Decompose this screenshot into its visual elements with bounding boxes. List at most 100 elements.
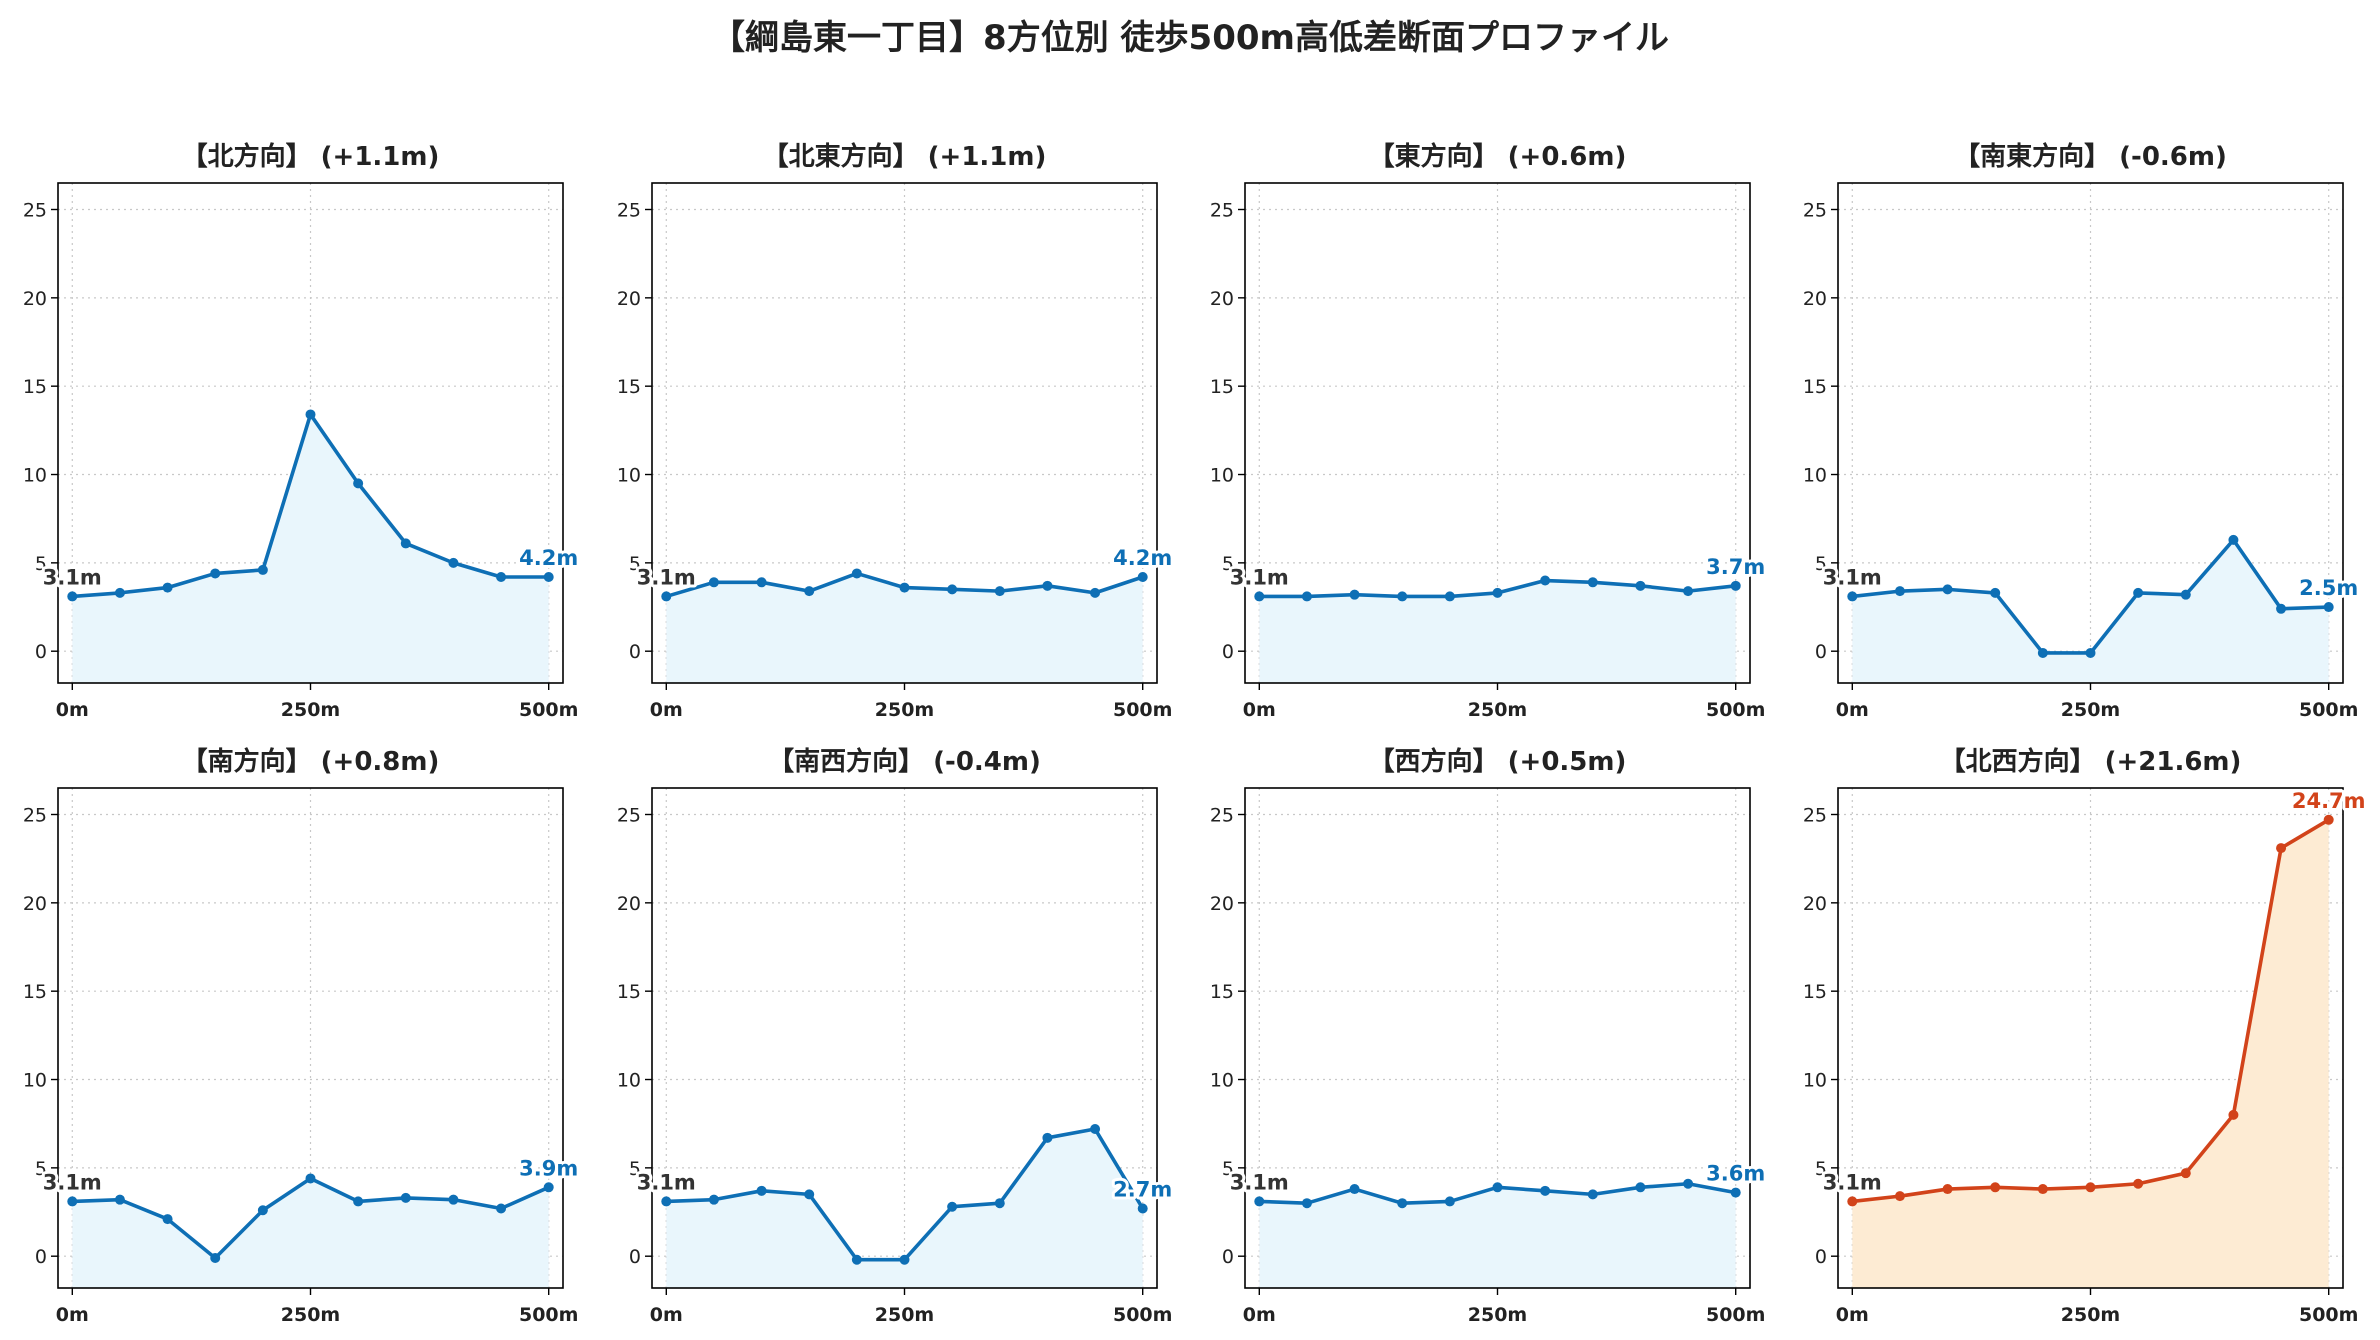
start-value-label: 3.1m xyxy=(1823,565,1882,589)
data-point xyxy=(305,409,316,420)
data-point xyxy=(2133,1178,2144,1189)
y-tick-label: 25 xyxy=(1210,805,1234,827)
y-tick-label: 15 xyxy=(1803,981,1827,1003)
area-fill xyxy=(666,1128,1143,1288)
start-value-label: 3.1m xyxy=(637,565,696,589)
y-tick-label: 10 xyxy=(1210,465,1234,487)
y-tick-label: 25 xyxy=(617,805,641,827)
y-tick-label: 20 xyxy=(1210,288,1234,310)
data-point xyxy=(162,1214,173,1225)
y-tick-label: 15 xyxy=(617,376,641,398)
data-point xyxy=(1444,591,1455,602)
data-point xyxy=(543,1182,554,1193)
data-point xyxy=(543,571,554,582)
data-point xyxy=(2323,814,2334,825)
x-tick-label: 500m xyxy=(519,699,578,721)
data-point xyxy=(1847,1196,1858,1207)
data-point xyxy=(1635,580,1646,591)
data-point xyxy=(1254,591,1265,602)
end-value-label: 4.2m xyxy=(519,546,578,570)
data-point xyxy=(67,1196,78,1207)
data-point xyxy=(1254,1196,1265,1207)
data-point xyxy=(1349,1184,1360,1195)
y-tick-label: 25 xyxy=(23,805,47,827)
y-tick-label: 20 xyxy=(1803,288,1827,310)
data-point xyxy=(1137,1203,1148,1214)
area-fill xyxy=(1852,819,2329,1288)
y-tick-label: 10 xyxy=(617,465,641,487)
end-value-label: 3.9m xyxy=(519,1156,578,1180)
y-tick-label: 5 xyxy=(1815,1158,1827,1180)
area-fill xyxy=(1259,580,1736,683)
data-point xyxy=(67,591,78,602)
x-tick-label: 0m xyxy=(1836,1304,1869,1326)
data-point xyxy=(114,1194,125,1205)
data-point xyxy=(661,1196,672,1207)
data-point xyxy=(353,478,364,489)
y-tick-label: 0 xyxy=(1222,641,1234,663)
y-tick-label: 5 xyxy=(629,553,641,575)
data-point xyxy=(1587,1189,1598,1200)
y-tick-label: 25 xyxy=(23,200,47,222)
data-point xyxy=(1990,587,2001,598)
data-point xyxy=(400,538,411,549)
data-point xyxy=(1301,591,1312,602)
y-tick-label: 20 xyxy=(617,893,641,915)
y-tick-label: 20 xyxy=(617,288,641,310)
panel-title: 【南西方向】 (-0.4m) xyxy=(768,746,1041,777)
chart-main-title: 【綱島東一丁目】8方位別 徒歩500m高低差断面プロファイル xyxy=(711,18,1669,58)
start-value-label: 3.1m xyxy=(1823,1170,1882,1194)
x-tick-label: 250m xyxy=(875,1304,934,1326)
data-point xyxy=(1635,1182,1646,1193)
y-tick-label: 5 xyxy=(1815,553,1827,575)
data-point xyxy=(994,586,1005,597)
data-point xyxy=(210,1252,221,1263)
data-point xyxy=(448,1194,459,1205)
x-tick-label: 500m xyxy=(2299,699,2358,721)
y-tick-label: 0 xyxy=(35,1246,47,1268)
end-value-label: 24.7m xyxy=(2292,789,2366,813)
area-fill xyxy=(72,1178,549,1288)
data-point xyxy=(1730,580,1741,591)
start-value-label: 3.1m xyxy=(43,565,102,589)
x-tick-label: 500m xyxy=(1706,699,1765,721)
data-point xyxy=(2037,647,2048,658)
x-tick-label: 0m xyxy=(1243,1304,1276,1326)
data-point xyxy=(1492,587,1503,598)
data-point xyxy=(804,1189,815,1200)
data-point xyxy=(947,1201,958,1212)
x-tick-label: 250m xyxy=(875,699,934,721)
y-tick-label: 15 xyxy=(23,981,47,1003)
data-point xyxy=(851,1254,862,1265)
y-tick-label: 20 xyxy=(1210,893,1234,915)
y-tick-label: 25 xyxy=(617,200,641,222)
data-point xyxy=(1444,1196,1455,1207)
x-tick-label: 0m xyxy=(650,699,683,721)
panel-title: 【南方向】 (+0.8m) xyxy=(182,746,440,777)
area-fill xyxy=(1852,539,2329,683)
data-point xyxy=(305,1173,316,1184)
start-value-label: 3.1m xyxy=(637,1170,696,1194)
data-point xyxy=(708,1194,719,1205)
x-tick-label: 250m xyxy=(1468,699,1527,721)
data-point xyxy=(2228,534,2239,545)
data-point xyxy=(1090,1123,1101,1134)
data-point xyxy=(2180,1168,2191,1179)
data-point xyxy=(1301,1198,1312,1209)
end-value-label: 2.5m xyxy=(2299,576,2358,600)
data-point xyxy=(400,1192,411,1203)
x-tick-label: 250m xyxy=(2061,699,2120,721)
x-tick-label: 500m xyxy=(2299,1304,2358,1326)
y-tick-label: 10 xyxy=(617,1070,641,1092)
y-tick-label: 15 xyxy=(23,376,47,398)
data-point xyxy=(1397,591,1408,602)
panel-title: 【北方向】 (+1.1m) xyxy=(182,141,440,172)
data-point xyxy=(1894,1191,1905,1202)
data-point xyxy=(1042,1132,1053,1143)
y-tick-label: 5 xyxy=(35,1158,47,1180)
data-point xyxy=(2133,587,2144,598)
data-point xyxy=(2085,1182,2096,1193)
y-tick-label: 25 xyxy=(1210,200,1234,222)
y-tick-label: 20 xyxy=(1803,893,1827,915)
y-tick-label: 15 xyxy=(1210,376,1234,398)
